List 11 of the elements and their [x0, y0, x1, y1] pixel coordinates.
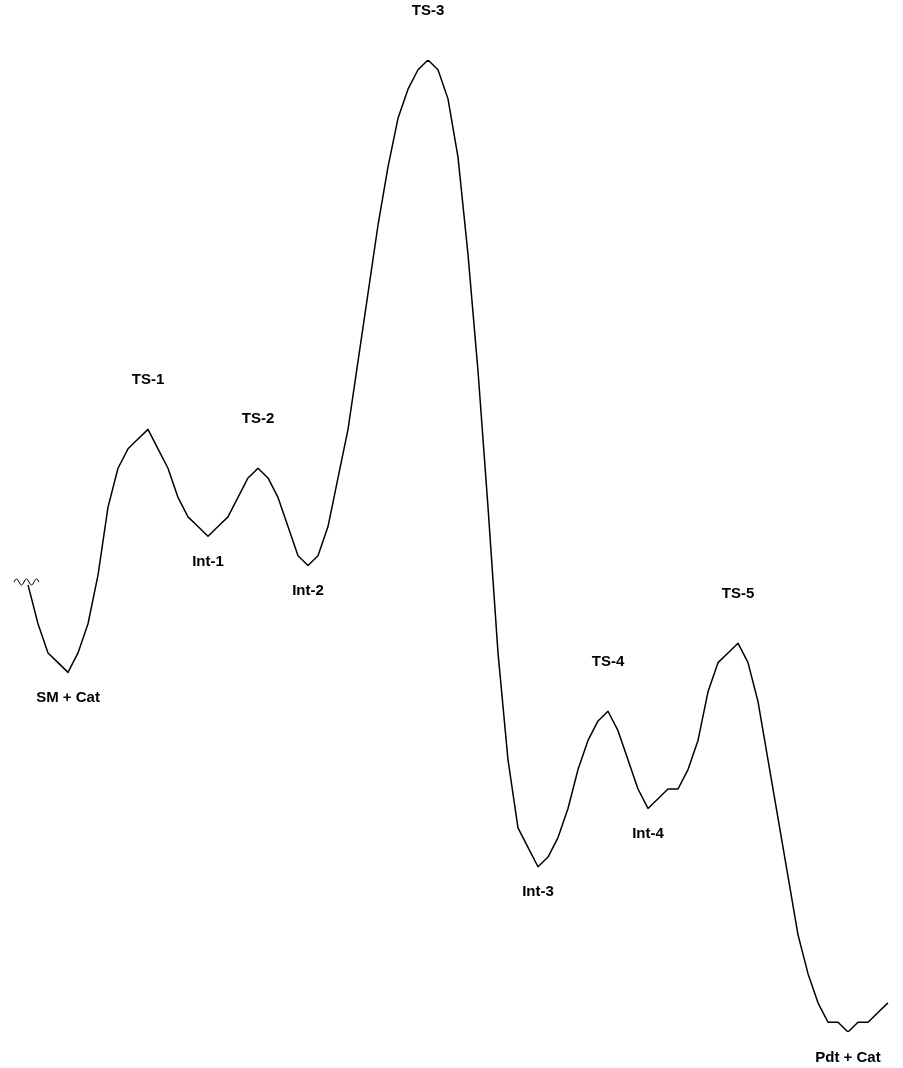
annotation: Int-1	[192, 551, 224, 569]
annotation: TS-4	[591, 651, 625, 669]
annotation: Int-4	[632, 824, 665, 842]
annotation: TS-2	[241, 408, 275, 426]
annotation: Int-3	[522, 882, 554, 900]
annotation: SM + Cat	[36, 688, 100, 705]
text: Pdt + Cat	[815, 1047, 881, 1065]
annotation: TS-5	[721, 583, 755, 601]
annotation: Int-2	[292, 581, 324, 599]
text: TS-3	[411, 0, 445, 18]
annotation: TS-1	[131, 370, 165, 387]
